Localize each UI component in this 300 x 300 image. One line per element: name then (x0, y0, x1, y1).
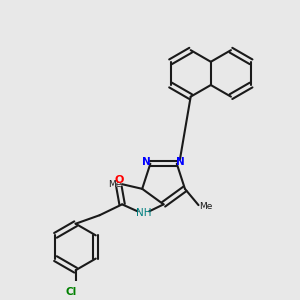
Text: Me: Me (199, 202, 212, 211)
Text: Cl: Cl (65, 286, 76, 296)
Text: N: N (142, 157, 151, 167)
Text: NH: NH (136, 208, 151, 218)
Text: O: O (114, 175, 124, 185)
Text: Me: Me (108, 180, 122, 189)
Text: N: N (176, 157, 185, 167)
